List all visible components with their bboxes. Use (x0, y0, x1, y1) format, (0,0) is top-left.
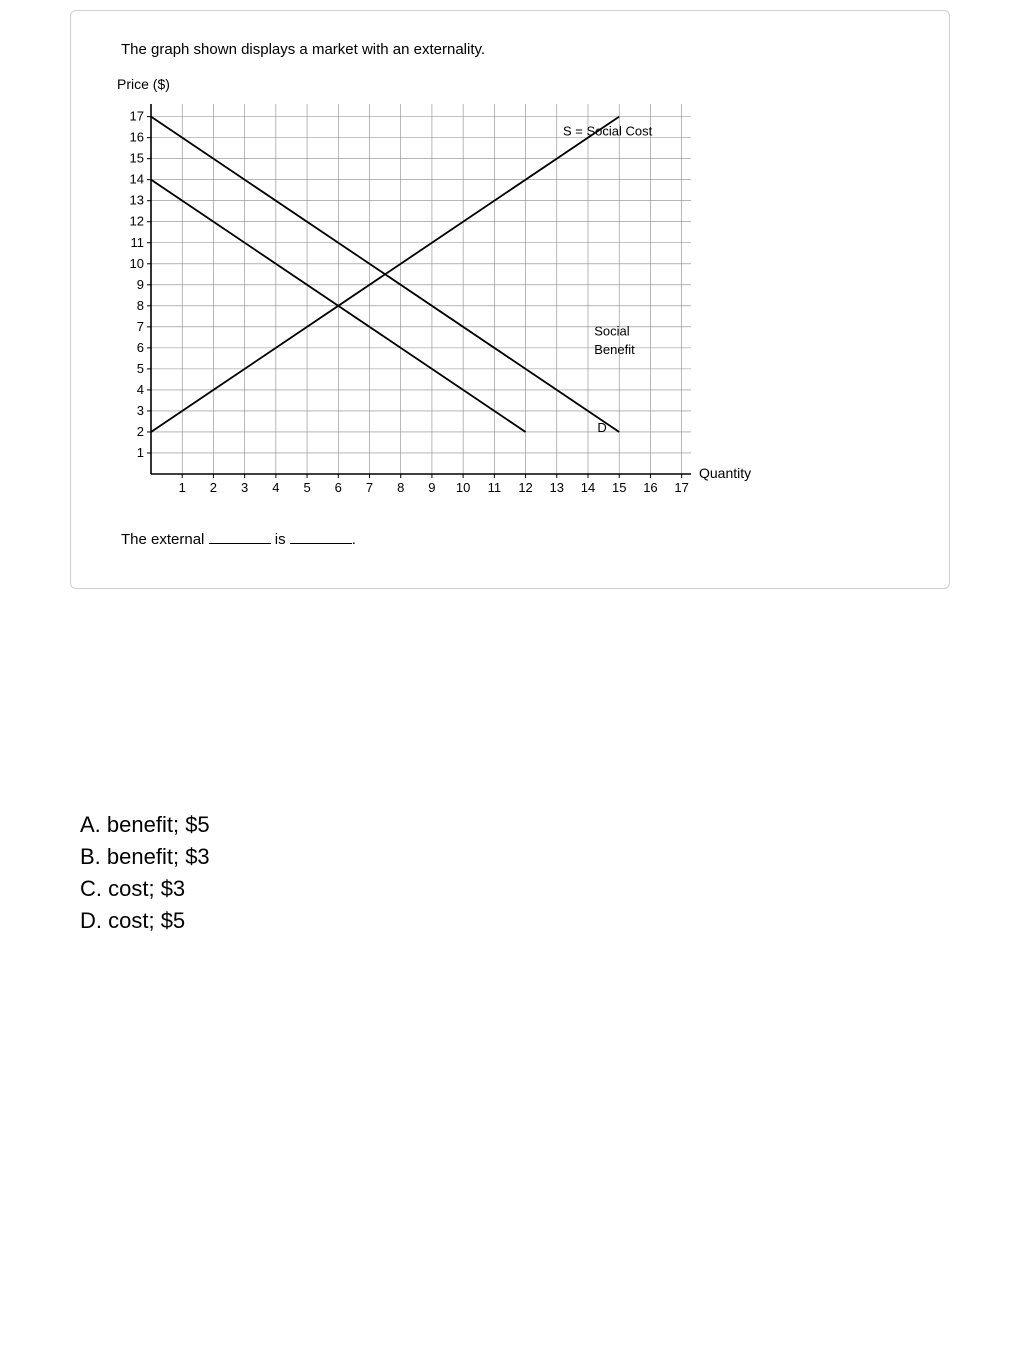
svg-text:8: 8 (397, 480, 404, 495)
page: The graph shown displays a market with a… (0, 10, 1020, 1365)
fill-in-middle: is (275, 531, 286, 548)
svg-text:Social: Social (594, 323, 630, 338)
externality-chart: 1234567891011121314151617123456789101112… (121, 96, 801, 500)
svg-text:Benefit: Benefit (594, 342, 635, 357)
svg-text:5: 5 (137, 361, 144, 376)
svg-text:12: 12 (130, 214, 144, 229)
svg-text:12: 12 (518, 480, 532, 495)
fill-in-prefix: The external (121, 531, 204, 548)
svg-text:1: 1 (179, 480, 186, 495)
svg-text:4: 4 (272, 480, 279, 495)
svg-text:14: 14 (581, 480, 595, 495)
svg-text:13: 13 (130, 193, 144, 208)
svg-text:11: 11 (488, 480, 502, 495)
svg-text:5: 5 (303, 480, 310, 495)
blank-1[interactable] (209, 528, 271, 544)
svg-text:4: 4 (137, 382, 144, 397)
svg-text:2: 2 (210, 480, 217, 495)
svg-text:16: 16 (643, 480, 657, 495)
svg-text:17: 17 (130, 109, 144, 124)
svg-text:Quantity: Quantity (699, 465, 751, 481)
answer-letter: D. (80, 908, 102, 933)
svg-text:3: 3 (137, 403, 144, 418)
answer-text: cost; $3 (108, 876, 185, 901)
svg-text:2: 2 (137, 424, 144, 439)
svg-text:7: 7 (366, 480, 373, 495)
answer-option-c[interactable]: C. cost; $3 (80, 873, 950, 905)
svg-text:9: 9 (428, 480, 435, 495)
answer-option-a[interactable]: A. benefit; $5 (80, 809, 950, 841)
answer-option-d[interactable]: D. cost; $5 (80, 905, 950, 937)
question-intro: The graph shown displays a market with a… (121, 41, 909, 58)
answer-option-b[interactable]: B. benefit; $3 (80, 841, 950, 873)
answer-text: benefit; $3 (107, 844, 210, 869)
svg-text:6: 6 (137, 340, 144, 355)
answer-text: benefit; $5 (107, 812, 210, 837)
svg-text:10: 10 (130, 256, 144, 271)
question-card: The graph shown displays a market with a… (70, 10, 950, 589)
svg-text:16: 16 (130, 130, 144, 145)
svg-text:17: 17 (674, 480, 688, 495)
svg-text:11: 11 (131, 235, 145, 250)
svg-text:14: 14 (130, 172, 144, 187)
fill-in-suffix: . (352, 531, 356, 548)
svg-text:8: 8 (137, 298, 144, 313)
svg-text:D: D (597, 420, 606, 435)
svg-text:15: 15 (130, 151, 144, 166)
answer-list: A. benefit; $5 B. benefit; $3 C. cost; $… (80, 809, 950, 937)
chart-container: 1234567891011121314151617123456789101112… (121, 96, 821, 500)
svg-text:1: 1 (137, 445, 144, 460)
svg-text:13: 13 (550, 480, 564, 495)
svg-text:10: 10 (456, 480, 470, 495)
answer-letter: B. (80, 844, 101, 869)
fill-in-sentence: The external is . (121, 528, 909, 548)
answer-letter: C. (80, 876, 102, 901)
answer-letter: A. (80, 812, 101, 837)
answer-text: cost; $5 (108, 908, 185, 933)
svg-text:7: 7 (137, 319, 144, 334)
svg-text:3: 3 (241, 480, 248, 495)
y-axis-label: Price ($) (117, 76, 909, 92)
svg-text:9: 9 (137, 277, 144, 292)
svg-text:6: 6 (335, 480, 342, 495)
svg-text:S = Social Cost: S = Social Cost (563, 124, 653, 139)
svg-text:15: 15 (612, 480, 626, 495)
blank-2[interactable] (290, 528, 352, 544)
